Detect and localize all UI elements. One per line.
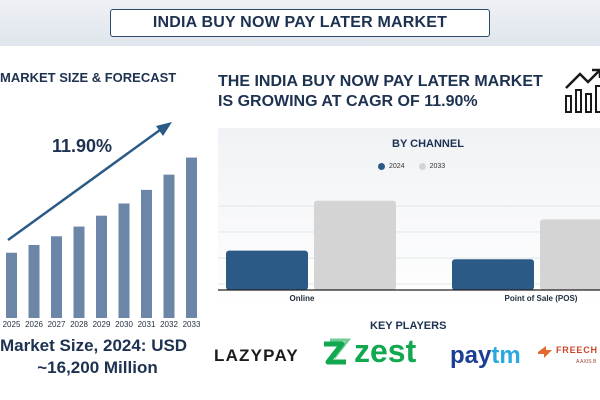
forecast-bar-2026 [28,244,40,318]
forecast-year-label-2029: 2029 [92,320,111,329]
zest-mark-icon [324,338,352,365]
legend-item-2033: 2033 [418,162,446,170]
forecast-bar-2025 [6,252,17,318]
growth-arrow-head [156,122,172,136]
forecast-bar-2030 [118,203,130,318]
cagr-line2: IS GROWING AT CAGR OF 11.90% [218,93,478,110]
legend-label-2033: 2033 [429,162,446,170]
forecast-bar-2032 [163,174,175,318]
growth-rate-label: 11.90% [52,136,113,156]
paytm-logo-text-a: pay [450,342,492,369]
forecast-heading: MARKET SIZE & FORECAST [0,70,177,85]
paytm-logo-text-b: tm [491,342,521,369]
forecast-bar-2031 [141,189,152,318]
channel-bar-online-2033 [314,200,396,290]
channel-bar-pos-2024 [452,259,534,290]
forecast-bar-2027 [51,236,62,318]
channel-category-online: Online [289,294,315,303]
market-size-line1: Market Size, 2024: USD [0,336,188,355]
forecast-year-axis: 2025 2026 2027 2028 2029 2030 2031 2032 2033 [0,320,212,334]
forecast-year-label-2032: 2032 [160,320,178,329]
channel-category-pos: Point of Sale (POS) [504,294,578,303]
zest-logo-text: zest [354,333,417,369]
market-size-line2: ~16,200 Million [37,358,158,377]
legend-label-2024: 2024 [389,162,405,170]
legend-item-2024: 2024 [378,162,405,170]
freecharge-logo-subtext: A AXIS B [576,359,597,365]
forecast-year-label-2033: 2033 [182,320,201,329]
title-bar: INDIA BUY NOW PAY LATER MARKET [0,0,600,46]
forecast-bar-2033 [186,157,197,318]
cagr-headline: THE INDIA BUY NOW PAY LATER MARKET IS GR… [218,72,558,112]
channel-heading: BY CHANNEL [392,138,464,150]
lazypay-logo-text: LAZYPAY [214,346,299,365]
paytm-logo: paytm [450,342,521,370]
channel-bar-pos-2033 [540,219,600,290]
legend-swatch-2024 [378,162,385,170]
forecast-bar-2029 [96,215,107,318]
forecast-year-label-2027: 2027 [47,320,66,329]
growth-chart-icon [565,68,600,113]
forecast-chart [6,122,197,318]
key-players-heading: KEY PLAYERS [370,320,447,332]
forecast-year-label-2031: 2031 [137,320,156,329]
channel-chart [218,200,600,291]
channel-legend: 2024 2033 [378,160,445,172]
forecast-year-label-2025: 2025 [2,320,21,329]
forecast-year-label-2028: 2028 [70,320,88,329]
channel-bar-online-2024 [226,250,308,290]
freecharge-mark-icon [538,346,552,358]
page-title: INDIA BUY NOW PAY LATER MARKET [110,9,490,37]
forecast-bar-2028 [73,226,85,318]
cagr-line1: THE INDIA BUY NOW PAY LATER MARKET [218,73,543,90]
legend-swatch-2033 [418,162,426,170]
forecast-year-label-2030: 2030 [115,320,133,329]
freecharge-logo-text: FREECH [556,345,598,355]
growth-arrow-line [7,128,161,242]
lazypay-logo: LAZYPAY [214,346,299,366]
forecast-year-label-2026: 2026 [25,320,43,329]
